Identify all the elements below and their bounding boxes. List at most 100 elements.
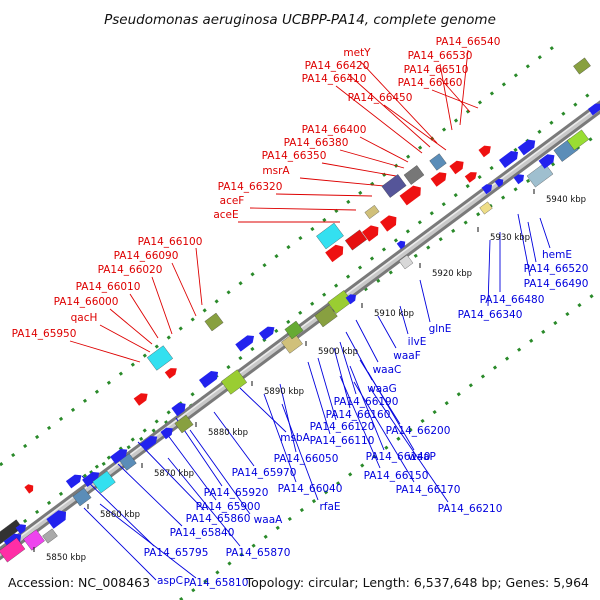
gene-label: PA14_65795 xyxy=(144,547,209,559)
gene-label: ilvE xyxy=(408,336,427,348)
tick-dot-rows xyxy=(0,40,600,600)
gene-label: PA14_66410 xyxy=(302,73,367,85)
gene-feature xyxy=(174,414,194,434)
gene-feature xyxy=(396,240,406,250)
gene-feature xyxy=(146,345,174,371)
gene-feature xyxy=(430,172,447,187)
gene-feature xyxy=(325,244,344,263)
gene-feature xyxy=(538,154,555,169)
gene-label: PA14_66480 xyxy=(480,294,545,306)
gene-feature xyxy=(133,393,148,406)
gene-feature xyxy=(235,335,255,352)
gene-label: metY xyxy=(343,47,371,59)
gene-label: waaA xyxy=(254,514,283,526)
gene-feature xyxy=(42,528,58,544)
gene-feature xyxy=(364,205,380,219)
gene-feature xyxy=(498,151,519,168)
gene-label: PA14_66520 xyxy=(524,263,589,275)
gene-label: PA14_65870 xyxy=(226,547,291,559)
gene-label: PA14_66460 xyxy=(398,77,463,89)
gene-feature xyxy=(0,537,26,563)
gene-label: PA14_66150 xyxy=(364,470,429,482)
gene-feature xyxy=(429,153,447,171)
gene-feature xyxy=(526,162,554,188)
genome-summary-text: Topology: circular; Length: 6,537,648 bp… xyxy=(245,575,589,590)
gene-label: PA14_65900 xyxy=(196,501,261,513)
gene-label: PA14_66000 xyxy=(54,296,119,308)
gene-feature xyxy=(65,474,82,489)
gene-label: hemE xyxy=(542,249,572,261)
gene-label: PA14_65810 xyxy=(184,577,249,589)
gene-label: PA14_66040 xyxy=(278,483,343,495)
gene-label: PA14_66140 xyxy=(366,451,431,463)
gene-label: qacH xyxy=(71,312,98,324)
gene-feature xyxy=(15,524,27,535)
gene-label: glnE xyxy=(429,323,452,335)
gene-feature xyxy=(587,103,600,116)
gene-feature xyxy=(140,436,158,451)
kbp-tick-label: 5930 kbp xyxy=(490,233,530,243)
gene-feature xyxy=(449,160,464,175)
gene-label: PA14_66020 xyxy=(98,264,163,276)
gene-feature xyxy=(72,487,92,507)
gene-label: msrA xyxy=(262,165,290,177)
kbp-tick-label: 5910 kbp xyxy=(374,309,414,319)
gene-label: PA14_66450 xyxy=(348,92,413,104)
label-leader-lines xyxy=(69,49,551,581)
gene-feature xyxy=(258,326,275,341)
gene-feature xyxy=(171,402,186,417)
gene-feature xyxy=(403,165,425,185)
gene-feature xyxy=(464,172,477,183)
gene-feature xyxy=(110,449,128,464)
gene-label: PA14_66120 xyxy=(310,421,375,433)
gene-feature xyxy=(566,129,590,151)
gene-label: PA14_65840 xyxy=(170,527,235,539)
gene-label: msbA xyxy=(280,432,310,444)
kbp-tick-label: 5880 kbp xyxy=(208,428,248,438)
gene-label: PA14_66170 xyxy=(396,484,461,496)
gene-label: PA14_66540 xyxy=(436,36,501,48)
gene-feature xyxy=(478,145,491,158)
gene-label: PA14_65950 xyxy=(12,328,77,340)
gene-label: waaP xyxy=(408,451,436,463)
gene-feature xyxy=(398,254,414,270)
kbp-scale: 5850 kbp 5860 kbp 5870 kbp 5880 kbp 5890 kbp… xyxy=(33,189,586,563)
gene-label: PA14_66160 xyxy=(326,409,391,421)
gene-label: PA14_66400 xyxy=(302,124,367,136)
gene-feature xyxy=(479,201,493,215)
gene-label: PA14_66320 xyxy=(218,181,283,193)
gene-feature xyxy=(362,225,379,242)
gene-label: PA14_66530 xyxy=(408,50,473,62)
gene-feature xyxy=(46,510,67,529)
gene-label: PA14_66050 xyxy=(274,453,339,465)
gene-label: PA14_66420 xyxy=(305,60,370,72)
gene-label: PA14_66090 xyxy=(114,250,179,262)
gene-label: PA14_66380 xyxy=(284,137,349,149)
gene-feature xyxy=(344,229,368,251)
gene-feature xyxy=(284,320,304,340)
gene-feature xyxy=(573,57,591,75)
gene-label: PA14_66110 xyxy=(310,435,375,447)
gene-feature xyxy=(345,294,357,305)
gene-feature xyxy=(380,215,397,232)
kbp-tick-label: 5900 kbp xyxy=(318,347,358,357)
gene-feature xyxy=(164,368,177,379)
gene-label: PA14_66100 xyxy=(138,236,203,248)
gene-feature xyxy=(23,529,45,551)
gene-label: PA14_66190 xyxy=(334,396,399,408)
gene-features xyxy=(0,57,600,563)
gene-label: waaG xyxy=(367,383,397,395)
gene-label: PA14_66490 xyxy=(524,278,589,290)
gene-label: PA14_65860 xyxy=(186,513,251,525)
gene-label: aceE xyxy=(213,209,238,221)
gene-feature xyxy=(314,304,338,328)
kbp-tick-label: 5860 kbp xyxy=(100,510,140,520)
gene-label: PA14_66350 xyxy=(262,150,327,162)
gene-label: aspC xyxy=(157,575,183,587)
gene-feature xyxy=(513,174,525,185)
gene-feature xyxy=(281,332,303,354)
gene-feature xyxy=(381,174,407,198)
gene-label: PA14_66340 xyxy=(458,309,523,321)
gene-feature xyxy=(204,312,224,332)
